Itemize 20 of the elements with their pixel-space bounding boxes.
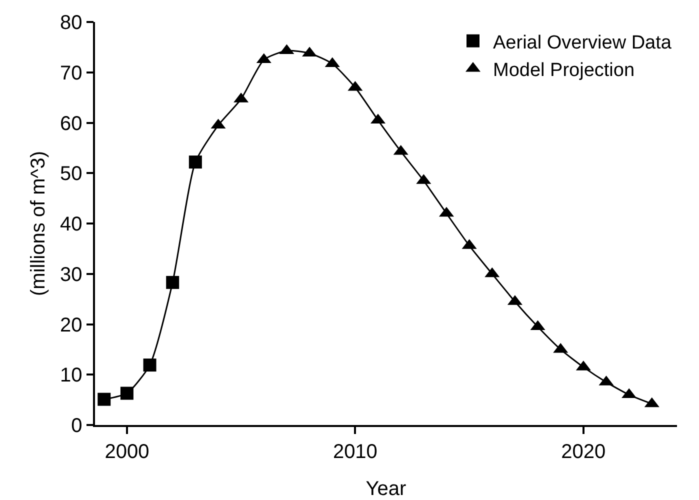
point — [143, 358, 156, 372]
x-tick-label: 2010 — [332, 440, 378, 463]
y-axis-title: (millions of m^3) — [28, 151, 50, 296]
y-tick-label: 70 — [60, 62, 82, 84]
legend-label: Model Projection — [493, 60, 635, 81]
y-tick-label: 50 — [60, 163, 82, 186]
y-tick-label: 80 — [60, 12, 82, 34]
y-tick-label: 0 — [71, 415, 82, 437]
legend-label: Aerial Overview Data — [493, 32, 672, 54]
x-axis-title: Year — [366, 478, 407, 500]
y-tick-label: 10 — [60, 364, 82, 387]
y-tick-label: 60 — [60, 112, 82, 135]
point — [120, 386, 134, 400]
y-tick-label: 40 — [60, 214, 82, 236]
y-tick-label: 30 — [60, 264, 82, 286]
point — [98, 392, 111, 406]
y-tick-label: 20 — [60, 314, 82, 336]
x-tick-label: 2020 — [561, 440, 606, 463]
x-tick-label: 2000 — [104, 440, 150, 463]
point — [166, 276, 180, 289]
